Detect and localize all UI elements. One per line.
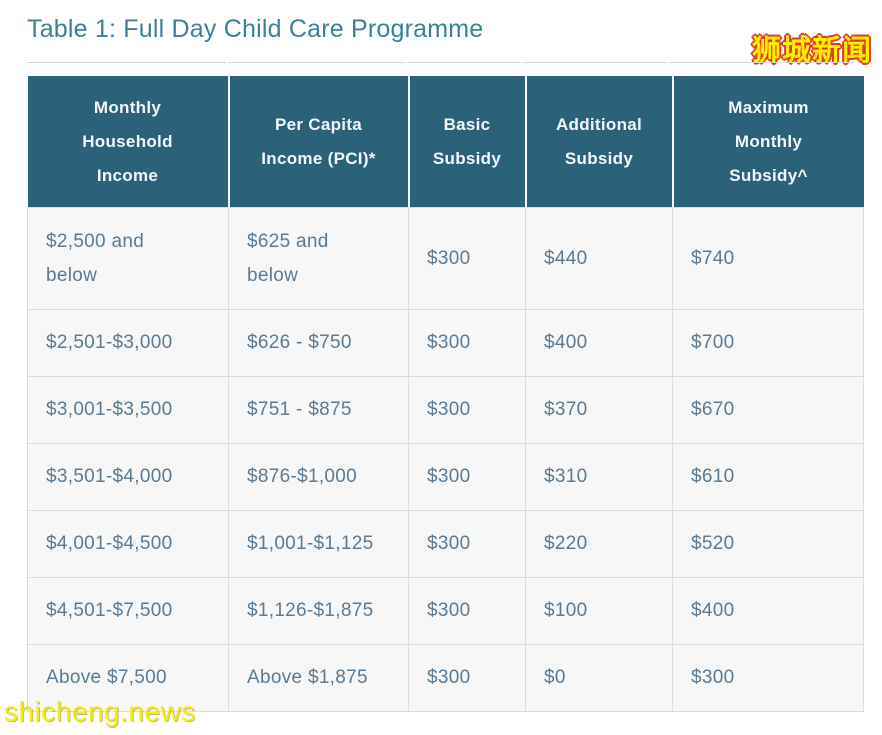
cell-maximum-subsidy: $670 <box>672 376 864 444</box>
cell-household-income: $4,001-$4,500 <box>27 510 229 578</box>
cell-maximum-subsidy: $520 <box>672 510 864 578</box>
cell-per-capita-income: $1,126-$1,875 <box>228 577 409 645</box>
cell-maximum-subsidy: $700 <box>672 309 864 377</box>
cell-basic-subsidy: $300 <box>408 577 526 645</box>
subsidy-table: Monthly Household Income Per Capita Inco… <box>27 76 864 712</box>
table-row: $3,501-$4,000 $876-$1,000 $300 $310 $610 <box>27 443 864 511</box>
cell-maximum-subsidy: $300 <box>672 644 864 712</box>
cell-basic-subsidy: $300 <box>408 207 526 310</box>
header-maximum-monthly-subsidy: Maximum Monthly Subsidy^ <box>671 76 864 208</box>
cell-household-income: $2,500 and below <box>27 207 229 310</box>
cell-basic-subsidy: $300 <box>408 376 526 444</box>
cell-basic-subsidy: $300 <box>408 309 526 377</box>
table-header: Monthly Household Income Per Capita Inco… <box>27 76 864 208</box>
subsidy-table-container: Monthly Household Income Per Capita Inco… <box>27 62 864 712</box>
cell-additional-subsidy: $220 <box>525 510 673 578</box>
cell-maximum-subsidy: $400 <box>672 577 864 645</box>
cell-additional-subsidy: $100 <box>525 577 673 645</box>
cell-basic-subsidy: $300 <box>408 510 526 578</box>
cell-per-capita-income: $876-$1,000 <box>228 443 409 511</box>
table-row: $4,501-$7,500 $1,126-$1,875 $300 $100 $4… <box>27 577 864 645</box>
table-row: Above $7,500 Above $1,875 $300 $0 $300 <box>27 644 864 712</box>
cell-per-capita-income: $626 - $750 <box>228 309 409 377</box>
cell-additional-subsidy: $310 <box>525 443 673 511</box>
table-row: $4,001-$4,500 $1,001-$1,125 $300 $220 $5… <box>27 510 864 578</box>
cell-basic-subsidy: $300 <box>408 644 526 712</box>
cell-maximum-subsidy: $610 <box>672 443 864 511</box>
page-title: Table 1: Full Day Child Care Programme <box>27 15 484 43</box>
cell-household-income: $2,501-$3,000 <box>27 309 229 377</box>
header-monthly-household-income: Monthly Household Income <box>27 76 229 208</box>
watermark-shicheng-news: shicheng.news <box>4 696 196 727</box>
table-row: $2,501-$3,000 $626 - $750 $300 $400 $700 <box>27 309 864 377</box>
cell-household-income: $3,001-$3,500 <box>27 376 229 444</box>
cell-per-capita-income: Above $1,875 <box>228 644 409 712</box>
header-row: Monthly Household Income Per Capita Inco… <box>27 76 864 208</box>
table-row: $3,001-$3,500 $751 - $875 $300 $370 $670 <box>27 376 864 444</box>
table-row: $2,500 and below $625 and below $300 $44… <box>27 207 864 310</box>
cell-maximum-subsidy: $740 <box>672 207 864 310</box>
site-logo-shicheng: 狮城新闻 <box>751 35 872 67</box>
table-body: $2,500 and below $625 and below $300 $44… <box>27 207 864 712</box>
cell-additional-subsidy: $0 <box>525 644 673 712</box>
table-top-divider <box>27 62 855 63</box>
cell-household-income: $3,501-$4,000 <box>27 443 229 511</box>
cell-per-capita-income: $751 - $875 <box>228 376 409 444</box>
cell-per-capita-income: $625 and below <box>228 207 409 310</box>
cell-per-capita-income: $1,001-$1,125 <box>228 510 409 578</box>
header-additional-subsidy: Additional Subsidy <box>524 76 673 208</box>
cell-additional-subsidy: $440 <box>525 207 673 310</box>
header-per-capita-income: Per Capita Income (PCI)* <box>227 76 409 208</box>
cell-basic-subsidy: $300 <box>408 443 526 511</box>
cell-household-income: $4,501-$7,500 <box>27 577 229 645</box>
header-basic-subsidy: Basic Subsidy <box>407 76 526 208</box>
cell-additional-subsidy: $400 <box>525 309 673 377</box>
cell-household-income: Above $7,500 <box>27 644 229 712</box>
cell-additional-subsidy: $370 <box>525 376 673 444</box>
